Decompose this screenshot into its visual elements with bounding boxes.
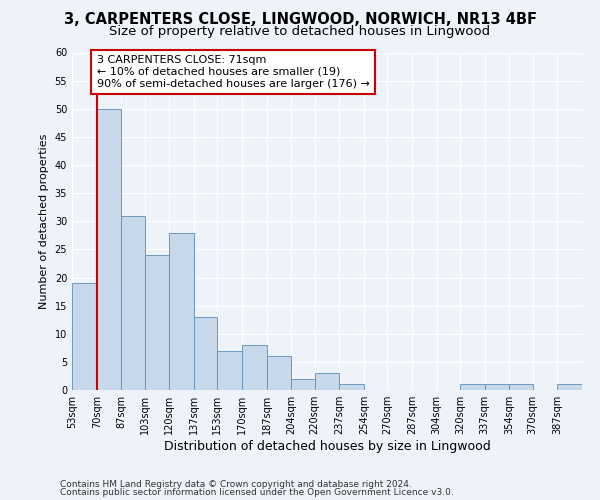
- Text: 3, CARPENTERS CLOSE, LINGWOOD, NORWICH, NR13 4BF: 3, CARPENTERS CLOSE, LINGWOOD, NORWICH, …: [64, 12, 536, 28]
- Bar: [340, 384, 364, 390]
- Bar: [121, 216, 145, 390]
- Bar: [169, 232, 194, 390]
- Bar: [267, 356, 292, 390]
- Bar: [242, 345, 267, 390]
- Bar: [97, 109, 121, 390]
- Text: Size of property relative to detached houses in Lingwood: Size of property relative to detached ho…: [109, 25, 491, 38]
- Text: Contains public sector information licensed under the Open Government Licence v3: Contains public sector information licen…: [60, 488, 454, 497]
- Text: Contains HM Land Registry data © Crown copyright and database right 2024.: Contains HM Land Registry data © Crown c…: [60, 480, 412, 489]
- Bar: [145, 255, 169, 390]
- Bar: [194, 317, 217, 390]
- Bar: [292, 379, 314, 390]
- Bar: [509, 384, 533, 390]
- Bar: [314, 373, 340, 390]
- Bar: [217, 350, 242, 390]
- X-axis label: Distribution of detached houses by size in Lingwood: Distribution of detached houses by size …: [164, 440, 490, 453]
- Y-axis label: Number of detached properties: Number of detached properties: [39, 134, 49, 309]
- Bar: [72, 283, 97, 390]
- Bar: [460, 384, 485, 390]
- Text: 3 CARPENTERS CLOSE: 71sqm
← 10% of detached houses are smaller (19)
90% of semi-: 3 CARPENTERS CLOSE: 71sqm ← 10% of detac…: [97, 56, 370, 88]
- Bar: [485, 384, 509, 390]
- Bar: [557, 384, 582, 390]
